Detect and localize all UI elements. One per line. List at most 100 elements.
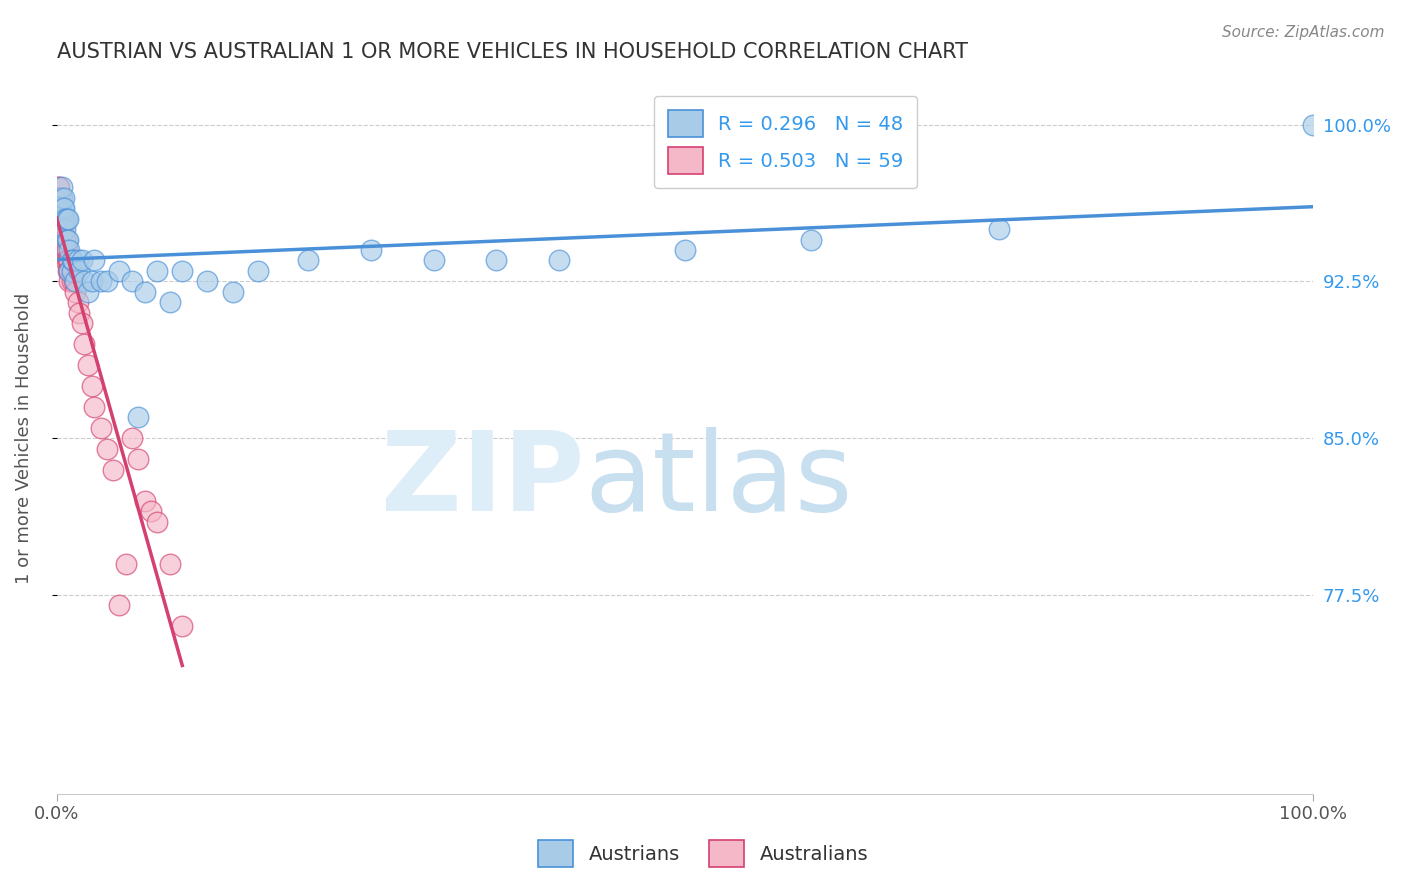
Point [55, 211, 77, 226]
Y-axis label: 1 or more Vehicles in Household: 1 or more Vehicles in Household [15, 293, 32, 584]
Point [48, 191, 70, 205]
Point [56, 211, 79, 226]
Point [53, 243, 76, 257]
Point [90, 421, 112, 435]
Legend: Austrians, Australians: Austrians, Australians [530, 832, 876, 875]
Point [80, 274, 103, 288]
Point [485, 253, 508, 268]
Point [51, 211, 73, 226]
Point [60, 264, 83, 278]
Point [46, 201, 69, 215]
Point [46, 180, 69, 194]
Point [297, 253, 319, 268]
Point [221, 285, 243, 299]
Point [49, 201, 72, 215]
Point [48, 211, 70, 226]
Point [60, 253, 83, 268]
Point [48, 222, 70, 236]
Point [55, 211, 77, 226]
Text: Source: ZipAtlas.com: Source: ZipAtlas.com [1222, 25, 1385, 40]
Point [48, 201, 70, 215]
Point [52, 211, 75, 226]
Point [108, 599, 131, 613]
Point [197, 274, 219, 288]
Point [56, 264, 79, 278]
Point [58, 243, 80, 257]
Point [80, 379, 103, 393]
Point [53, 201, 76, 215]
Point [51, 233, 73, 247]
Point [52, 233, 75, 247]
Point [83, 253, 105, 268]
Point [70, 316, 93, 330]
Point [96, 274, 118, 288]
Point [114, 557, 136, 571]
Point [60, 274, 83, 288]
Point [48, 211, 70, 226]
Point [58, 264, 80, 278]
Point [159, 557, 181, 571]
Point [56, 253, 79, 268]
Point [121, 274, 143, 288]
Point [55, 253, 77, 268]
Point [58, 264, 80, 278]
Point [53, 233, 76, 247]
Point [673, 243, 696, 257]
Point [51, 191, 73, 205]
Point [108, 264, 131, 278]
Point [46, 191, 69, 205]
Point [101, 462, 124, 476]
Point [73, 274, 96, 288]
Point [52, 222, 75, 236]
Point [139, 504, 162, 518]
Point [90, 274, 112, 288]
Point [55, 253, 77, 268]
Point [800, 233, 823, 247]
Point [62, 253, 84, 268]
Point [172, 264, 194, 278]
Point [46, 191, 69, 205]
Point [422, 253, 444, 268]
Point [46, 211, 69, 226]
Point [134, 494, 156, 508]
Point [1302, 118, 1324, 132]
Point [55, 222, 77, 236]
Point [58, 253, 80, 268]
Point [988, 222, 1011, 236]
Point [127, 410, 149, 425]
Point [134, 285, 156, 299]
Point [63, 274, 86, 288]
Point [55, 243, 77, 257]
Point [172, 619, 194, 633]
Point [73, 337, 96, 351]
Point [83, 400, 105, 414]
Point [53, 191, 76, 205]
Point [127, 452, 149, 467]
Point [58, 274, 80, 288]
Text: ZIP: ZIP [381, 427, 585, 534]
Point [55, 233, 77, 247]
Point [67, 306, 90, 320]
Point [49, 222, 72, 236]
Point [46, 201, 69, 215]
Point [360, 243, 382, 257]
Point [55, 233, 77, 247]
Point [77, 358, 100, 372]
Point [77, 285, 100, 299]
Point [46, 201, 69, 215]
Point [48, 211, 70, 226]
Text: AUSTRIAN VS AUSTRALIAN 1 OR MORE VEHICLES IN HOUSEHOLD CORRELATION CHART: AUSTRIAN VS AUSTRALIAN 1 OR MORE VEHICLE… [56, 42, 967, 62]
Point [96, 442, 118, 456]
Point [548, 253, 571, 268]
Point [49, 191, 72, 205]
Point [55, 243, 77, 257]
Point [66, 295, 89, 310]
Point [51, 222, 73, 236]
Point [51, 180, 73, 194]
Point [159, 295, 181, 310]
Point [48, 180, 70, 194]
Point [56, 233, 79, 247]
Point [60, 264, 83, 278]
Point [246, 264, 269, 278]
Point [121, 431, 143, 445]
